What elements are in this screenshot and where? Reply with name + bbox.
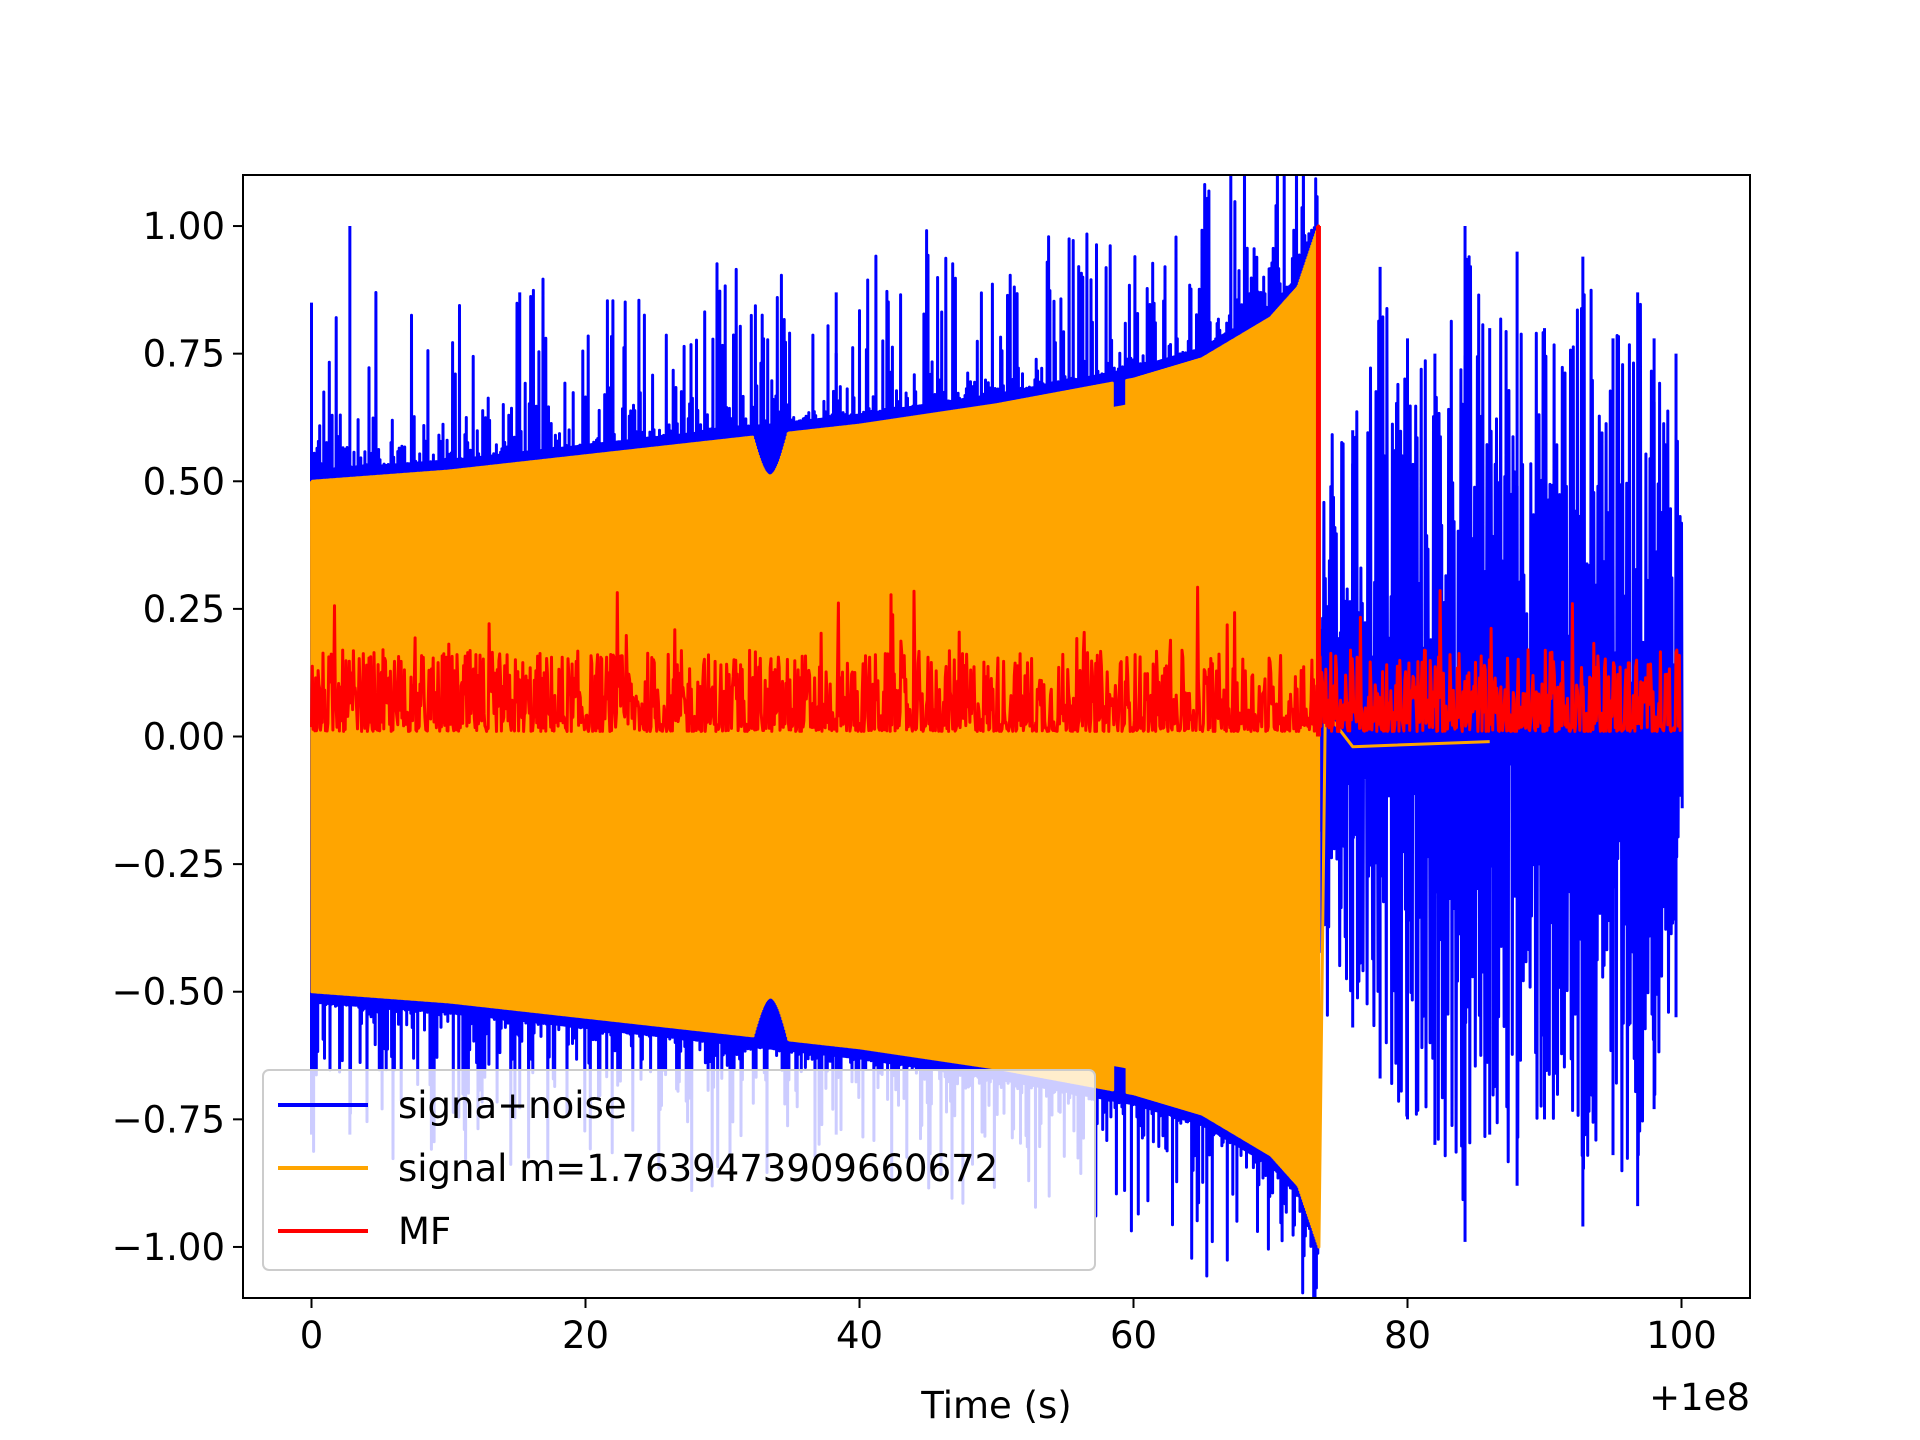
- x-tick-label: 20: [562, 1314, 609, 1357]
- y-tick-label: 0.50: [143, 460, 225, 503]
- x-tick-label: 100: [1646, 1314, 1717, 1357]
- legend-label: signa+noise: [398, 1084, 627, 1127]
- y-tick-label: −0.75: [112, 1098, 225, 1141]
- legend: signa+noise signal m=1.7639473909660672 MF: [262, 1069, 1096, 1271]
- y-tick-label: 0.25: [143, 588, 225, 631]
- y-tick-label: 0.75: [143, 333, 225, 376]
- x-axis-offset-label: +1e8: [1649, 1376, 1750, 1419]
- legend-label: signal m=1.7639473909660672: [398, 1147, 998, 1190]
- y-tick-label: −0.50: [112, 971, 225, 1014]
- y-tick-label: 1.00: [143, 205, 225, 248]
- y-tick-label: 0.00: [143, 716, 225, 759]
- y-axis: 1.00 0.75 0.50 0.25 0.00 −0.25 −0.50 −0.75 −1.00: [112, 205, 243, 1269]
- y-tick-label: −0.25: [112, 843, 225, 886]
- plot-area: [310, 175, 1684, 1298]
- series-signal-line: [310, 224, 1490, 1249]
- x-tick-label: 80: [1384, 1314, 1431, 1357]
- x-axis-label: Time (s): [920, 1384, 1071, 1427]
- y-tick-label: −1.00: [112, 1226, 225, 1269]
- series-mf-line: [310, 224, 1682, 733]
- x-tick-label: 40: [836, 1314, 883, 1357]
- legend-box: [262, 1069, 1096, 1271]
- x-tick-label: 0: [300, 1314, 324, 1357]
- legend-label: MF: [398, 1210, 451, 1253]
- x-tick-label: 60: [1110, 1314, 1157, 1357]
- x-axis: 0 20 40 60 80 100: [300, 1298, 1717, 1357]
